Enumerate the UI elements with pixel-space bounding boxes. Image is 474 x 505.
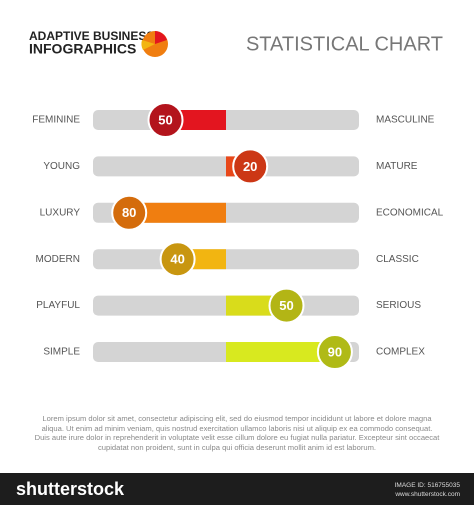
- value-marker: [268, 287, 305, 324]
- value-label: 50: [279, 298, 293, 313]
- value-marker: [147, 102, 184, 138]
- footer: shutterstock IMAGE ID: 516755035 www.shu…: [0, 473, 474, 505]
- value-marker: [316, 334, 353, 370]
- bar: [129, 202, 226, 223]
- logo-icon: [141, 31, 168, 57]
- value-label: 20: [243, 159, 257, 174]
- left-label: SIMPLE: [43, 347, 80, 358]
- left-label: MODERN: [36, 254, 80, 265]
- right-label: CLASSIC: [376, 254, 419, 265]
- value-marker: [232, 148, 269, 185]
- brand-line: ADAPTIVE BUSINESS: [29, 29, 154, 43]
- right-label: COMPLEX: [376, 347, 425, 358]
- right-label: ECONOMICAL: [376, 207, 444, 218]
- right-label: MATURE: [376, 161, 418, 172]
- right-label: SERIOUS: [376, 300, 421, 311]
- left-label: YOUNG: [43, 161, 80, 172]
- value-label: 80: [122, 205, 136, 220]
- site: www.shutterstock.com: [395, 491, 460, 498]
- value-marker: [111, 194, 148, 231]
- bar: [226, 342, 335, 362]
- value-label: 40: [170, 252, 184, 267]
- value-label: 90: [328, 344, 342, 359]
- body-text: Lorem ipsum dolor sit amet, consectetur …: [34, 414, 440, 452]
- chart-title: STATISTICAL CHART: [246, 33, 443, 55]
- value-label: 50: [158, 112, 172, 127]
- image-id: IMAGE ID: 516755035: [394, 482, 460, 489]
- brand-line: INFOGRAPHICS: [29, 41, 136, 57]
- value-marker: [159, 241, 196, 278]
- left-label: PLAYFUL: [36, 300, 80, 311]
- left-label: LUXURY: [40, 207, 81, 218]
- chart: ADAPTIVE BUSINESS INFOGRAPHICS STATISTIC…: [29, 29, 444, 370]
- left-label: FEMININE: [32, 115, 80, 126]
- right-label: MASCULINE: [376, 115, 435, 126]
- footer-info: IMAGE ID: 516755035 www.shutterstock.com: [395, 481, 460, 499]
- footer-brand: shutterstock: [16, 479, 125, 499]
